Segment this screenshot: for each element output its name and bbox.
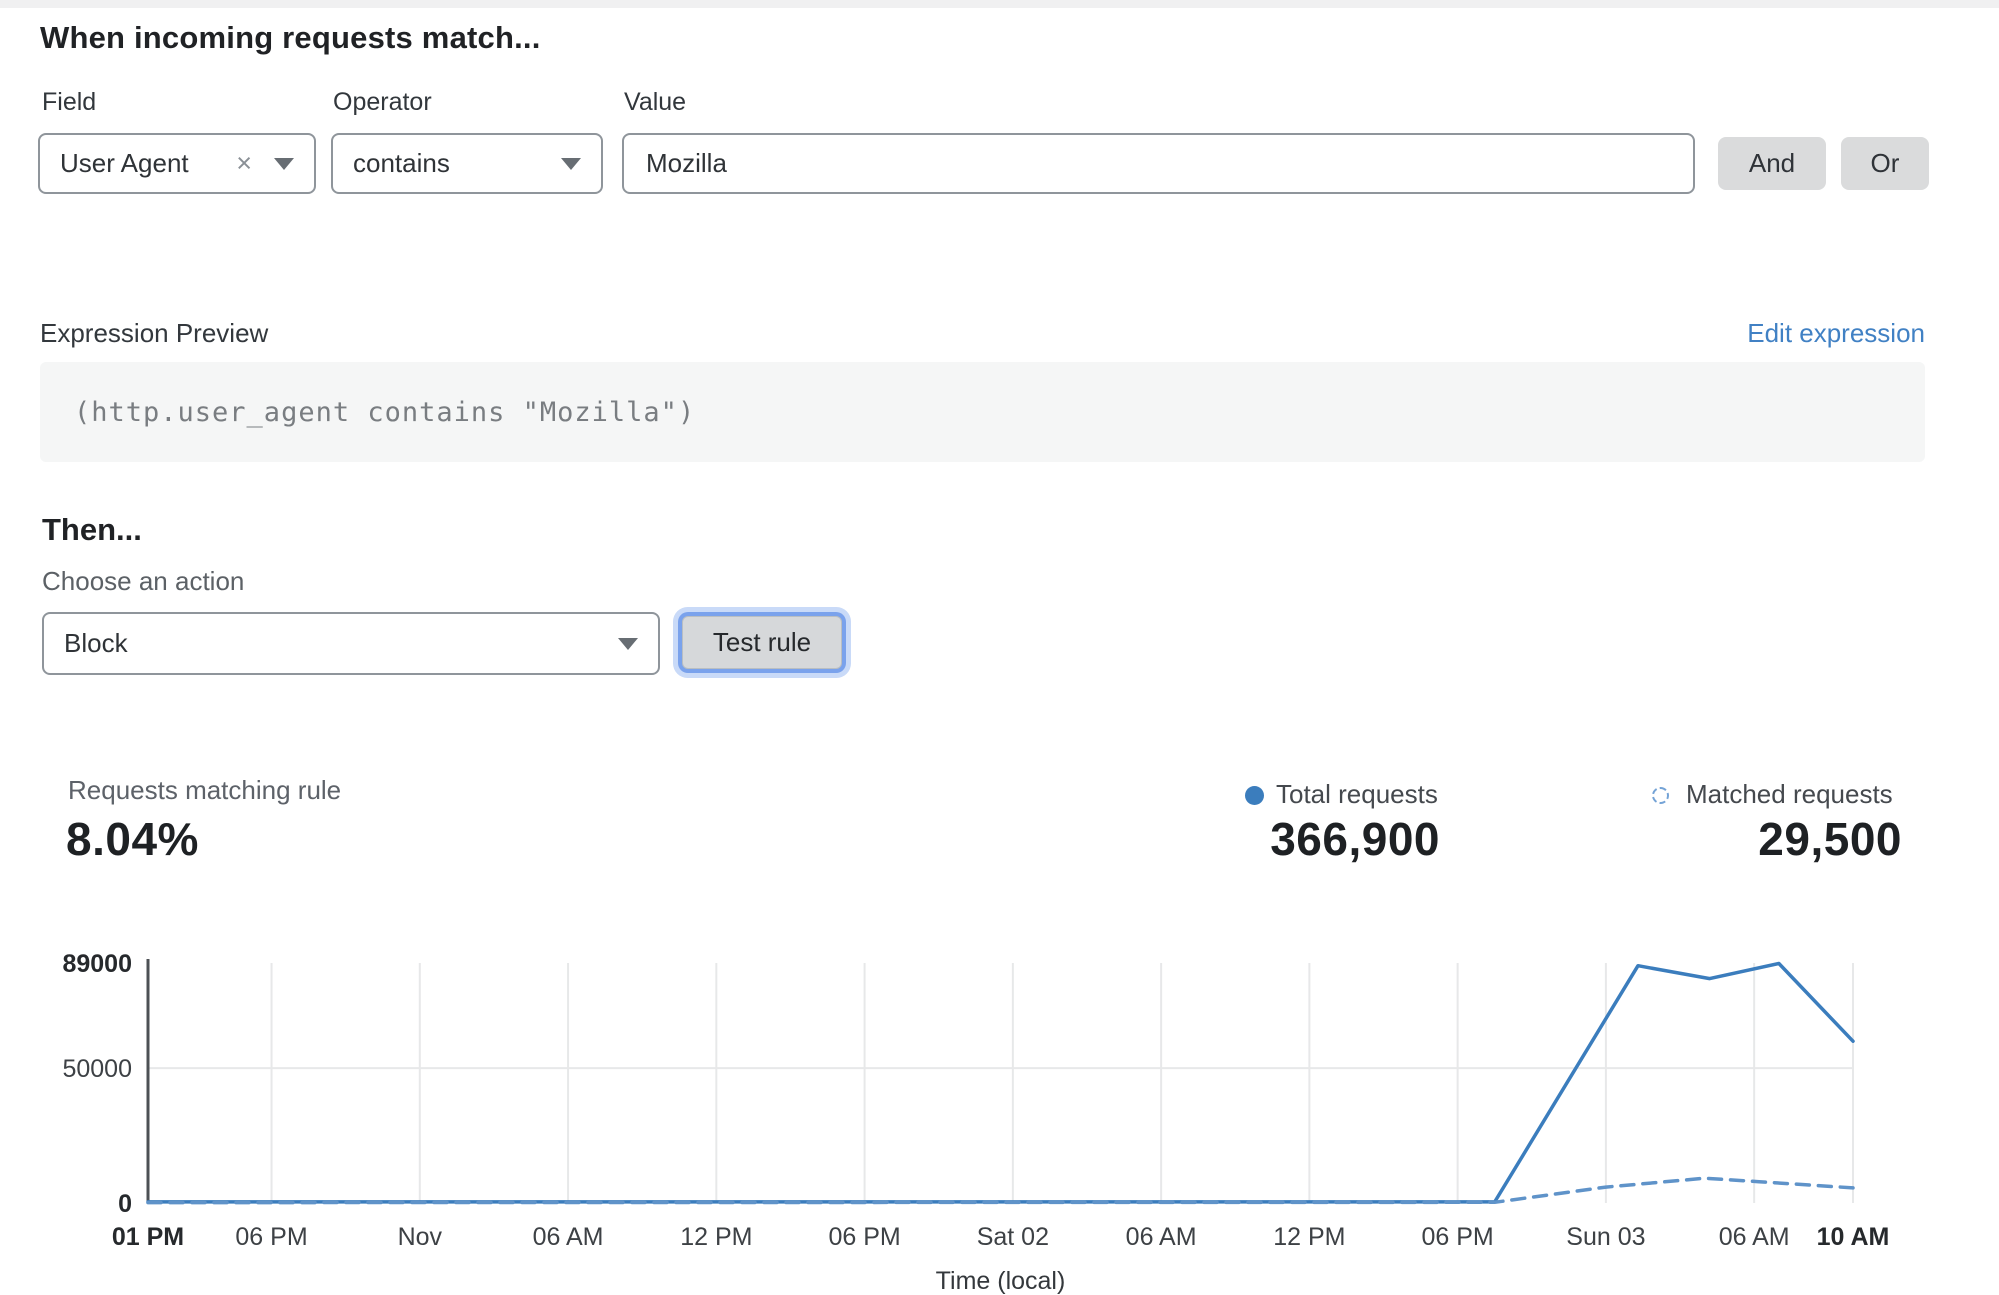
action-selected-value: Block xyxy=(64,628,128,658)
top-divider xyxy=(0,0,1999,8)
total-requests-line xyxy=(146,961,1855,1204)
value-label: Value xyxy=(624,88,687,116)
expression-code: (http.user_agent contains "Mozilla") xyxy=(74,396,696,428)
matched-requests-dashed-circle-icon xyxy=(1652,787,1669,804)
choose-action-label: Choose an action xyxy=(42,566,245,596)
x-tick-label: 06 AM xyxy=(533,1223,604,1251)
chevron-down-icon xyxy=(618,637,638,650)
x-tick-label: Nov xyxy=(398,1223,443,1251)
chevron-down-icon xyxy=(274,157,294,170)
matched-requests-label: Matched requests xyxy=(1686,779,1893,809)
x-tick-label: 06 PM xyxy=(828,1223,900,1251)
matched-requests-line xyxy=(146,1176,1855,1205)
match-section-heading: When incoming requests match... xyxy=(40,20,541,55)
and-button[interactable]: And xyxy=(1718,137,1826,190)
field-select[interactable]: User Agent × xyxy=(38,133,316,194)
field-selected-value: User Agent xyxy=(60,148,189,178)
x-tick-label: 06 PM xyxy=(1422,1223,1494,1251)
test-rule-button[interactable]: Test rule xyxy=(682,616,842,669)
field-label: Field xyxy=(42,88,97,116)
action-select[interactable]: Block xyxy=(42,612,660,675)
matched-requests-value: 29,500 xyxy=(1758,813,1902,865)
expression-preview-label: Expression Preview xyxy=(40,318,269,348)
chevron-down-icon xyxy=(561,157,581,170)
operator-label: Operator xyxy=(333,88,432,116)
then-heading: Then... xyxy=(42,512,142,547)
y-tick-label: 50000 xyxy=(62,1055,132,1083)
y-tick-label: 89000 xyxy=(62,950,132,978)
x-tick-label: 10 AM xyxy=(1817,1223,1890,1251)
operator-select[interactable]: contains xyxy=(331,133,603,194)
x-tick-label: 12 PM xyxy=(680,1223,752,1251)
operator-selected-value: contains xyxy=(353,148,450,178)
expression-code-block: (http.user_agent contains "Mozilla") xyxy=(40,362,1925,462)
total-requests-value: 366,900 xyxy=(1270,813,1440,865)
x-tick-label: 12 PM xyxy=(1273,1223,1345,1251)
clear-field-icon[interactable]: × xyxy=(236,148,252,178)
x-tick-label: Sat 02 xyxy=(977,1223,1049,1251)
edit-expression-link[interactable]: Edit expression xyxy=(1747,318,1925,348)
x-tick-label: 06 AM xyxy=(1126,1223,1197,1251)
x-axis-title: Time (local) xyxy=(936,1267,1066,1295)
x-tick-label: Sun 03 xyxy=(1566,1223,1645,1251)
x-tick-label: 06 PM xyxy=(235,1223,307,1251)
x-tick-label: 06 AM xyxy=(1719,1223,1790,1251)
or-button[interactable]: Or xyxy=(1841,137,1929,190)
y-tick-label: 0 xyxy=(118,1190,132,1218)
total-requests-dot-icon xyxy=(1245,786,1264,805)
requests-matching-label: Requests matching rule xyxy=(68,775,342,805)
value-input[interactable] xyxy=(622,133,1695,194)
requests-matching-value: 8.04% xyxy=(66,813,199,865)
total-requests-label: Total requests xyxy=(1276,779,1438,809)
requests-chart: 0 50000 89000 01 PM 06 PM Nov 06 AM 12 PM 06 PM S… xyxy=(62,950,1890,1295)
x-tick-label: 01 PM xyxy=(112,1223,184,1251)
